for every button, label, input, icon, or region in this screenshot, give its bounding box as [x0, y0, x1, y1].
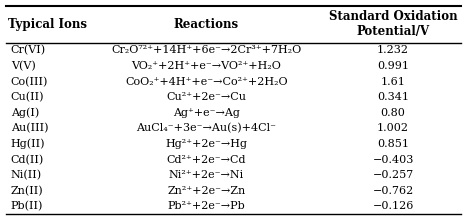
Text: 1.002: 1.002 — [377, 123, 409, 134]
Text: 0.851: 0.851 — [377, 139, 409, 149]
Text: VO₂⁺+2H⁺+e⁻→VO²⁺+H₂O: VO₂⁺+2H⁺+e⁻→VO²⁺+H₂O — [131, 61, 281, 71]
Text: 0.80: 0.80 — [381, 108, 405, 118]
Text: −0.126: −0.126 — [373, 202, 414, 211]
Text: Zn²⁺+2e⁻→Zn: Zn²⁺+2e⁻→Zn — [167, 186, 246, 196]
Text: Pb²⁺+2e⁻→Pb: Pb²⁺+2e⁻→Pb — [167, 202, 245, 211]
Text: Standard Oxidation
Potential/V: Standard Oxidation Potential/V — [329, 10, 457, 38]
Text: Au(III): Au(III) — [11, 123, 48, 134]
Text: Cu(II): Cu(II) — [11, 92, 44, 103]
Text: Ni(II): Ni(II) — [11, 170, 42, 180]
Text: Cd(II): Cd(II) — [11, 154, 44, 165]
Text: 1.232: 1.232 — [377, 46, 409, 55]
Text: Hg(II): Hg(II) — [11, 139, 45, 149]
Text: Pb(II): Pb(II) — [11, 201, 43, 212]
Text: Zn(II): Zn(II) — [11, 186, 43, 196]
Text: Cd²⁺+2e⁻→Cd: Cd²⁺+2e⁻→Cd — [167, 155, 246, 165]
Text: 1.61: 1.61 — [381, 77, 405, 87]
Text: 0.991: 0.991 — [377, 61, 409, 71]
Text: Hg²⁺+2e⁻→Hg: Hg²⁺+2e⁻→Hg — [165, 139, 247, 149]
Text: Ni²⁺+2e⁻→Ni: Ni²⁺+2e⁻→Ni — [169, 170, 244, 180]
Text: 0.341: 0.341 — [377, 92, 409, 102]
Text: Cu²⁺+2e⁻→Cu: Cu²⁺+2e⁻→Cu — [166, 92, 246, 102]
Text: AuCl₄⁻+3e⁻→Au(s)+4Cl⁻: AuCl₄⁻+3e⁻→Au(s)+4Cl⁻ — [137, 123, 276, 134]
Text: Typical Ions: Typical Ions — [9, 18, 87, 31]
Text: Ag⁺+e⁻→Ag: Ag⁺+e⁻→Ag — [173, 108, 240, 118]
Text: Cr(VI): Cr(VI) — [11, 45, 46, 56]
Text: Co(III): Co(III) — [11, 77, 48, 87]
Text: −0.257: −0.257 — [373, 170, 414, 180]
Text: Reactions: Reactions — [174, 18, 239, 31]
Text: −0.403: −0.403 — [373, 155, 414, 165]
Text: CoO₂⁺+4H⁺+e⁻→Co²⁺+2H₂O: CoO₂⁺+4H⁺+e⁻→Co²⁺+2H₂O — [125, 77, 288, 87]
Text: Ag(I): Ag(I) — [11, 108, 39, 118]
Text: Cr₂O⁷²⁺+14H⁺+6e⁻→2Cr³⁺+7H₂O: Cr₂O⁷²⁺+14H⁺+6e⁻→2Cr³⁺+7H₂O — [111, 46, 301, 55]
Text: V(V): V(V) — [11, 61, 36, 71]
Text: −0.762: −0.762 — [373, 186, 414, 196]
